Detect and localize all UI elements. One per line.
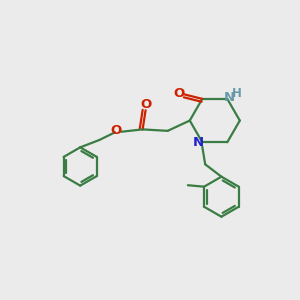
Text: O: O <box>174 87 185 101</box>
Text: O: O <box>110 124 122 137</box>
Text: N: N <box>224 91 235 104</box>
Text: N: N <box>193 136 204 149</box>
Text: O: O <box>140 98 151 111</box>
Text: H: H <box>232 87 242 101</box>
